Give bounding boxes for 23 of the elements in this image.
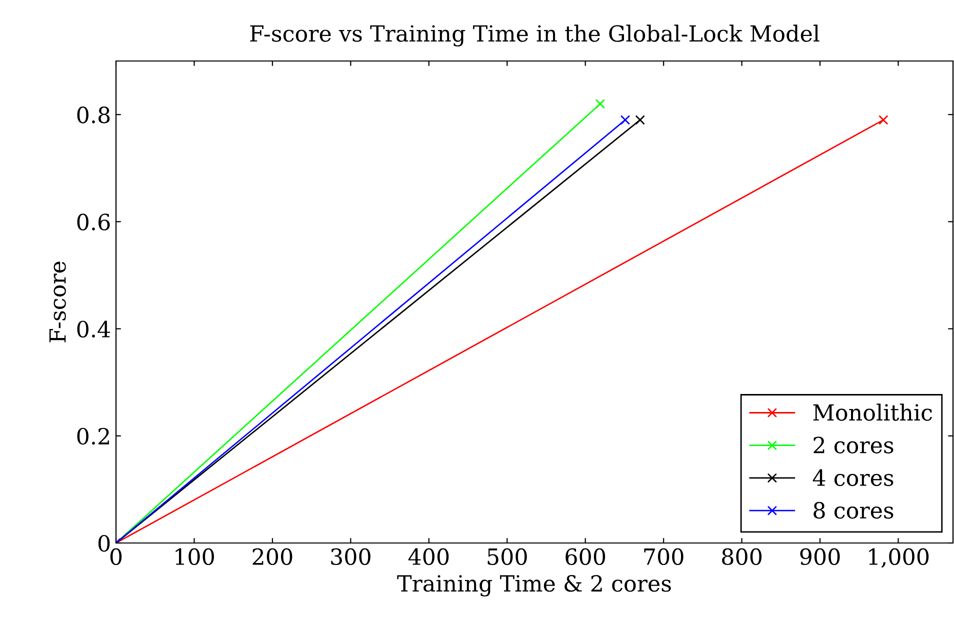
y-tick-label: 0.4	[77, 320, 110, 338]
x-tick-label: 900	[800, 548, 840, 566]
x-tick-label: 800	[722, 548, 762, 566]
x-tick-label: 200	[252, 548, 292, 566]
legend-label: Monolithic	[813, 404, 932, 421]
x-tick-label: 300	[331, 548, 370, 566]
y-tick-label: 0.2	[77, 428, 109, 445]
x-tick-label: 0	[110, 548, 122, 566]
y-axis-title: F-score	[49, 262, 66, 342]
x-axis-title: Training Time & 2 cores	[397, 575, 671, 596]
y-tick-label: 0	[98, 534, 110, 552]
legend-label: 4 cores	[812, 469, 894, 486]
y-tick-label: 0.6	[77, 214, 110, 230]
x-tick-label: 500	[488, 548, 527, 566]
x-tick-label: 600	[566, 548, 606, 566]
y-tick-label: 0.8	[77, 106, 110, 124]
legend-label: 8 cores	[814, 502, 894, 519]
chart-title: F-score vs Training Time in the Global-Lock Model	[250, 24, 820, 46]
x-tick-label: 700	[644, 548, 684, 566]
x-tick-label: 400	[408, 548, 449, 566]
legend-label: 2 cores	[814, 436, 894, 454]
x-tick-label: 100	[176, 548, 214, 566]
x-tick-label: 1,000	[869, 548, 929, 568]
